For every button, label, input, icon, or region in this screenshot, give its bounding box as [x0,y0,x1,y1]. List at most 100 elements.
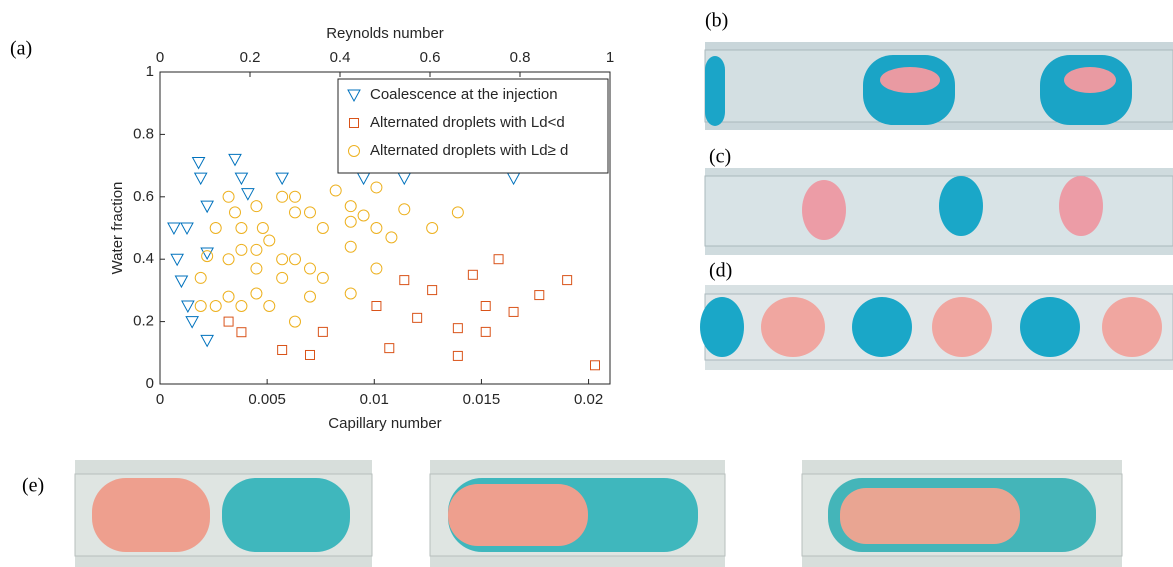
x-tick-label: 0.01 [360,391,389,408]
point [370,181,383,194]
point [426,222,439,234]
x2-tick-label: 1 [606,49,614,66]
point [222,290,235,303]
point [250,262,263,275]
point [304,206,316,219]
point [235,222,248,234]
point [412,312,423,323]
y-tick-label: 0 [146,375,154,392]
x2-tick-label: 0.8 [510,49,531,66]
point [209,300,222,312]
point [534,290,545,301]
point [304,262,316,275]
point [181,300,195,314]
point [235,243,248,256]
point [385,231,398,244]
point [344,200,357,213]
point [289,315,301,328]
point [344,287,357,300]
x2-tick-label: 0.6 [420,49,441,66]
panel-label: (d) [709,260,732,282]
panel-label: (c) [709,146,731,168]
point [562,275,573,286]
y-axis-title: Water fraction [109,182,126,275]
point [329,184,342,197]
point [276,271,289,284]
point [370,262,383,275]
point [356,172,371,186]
point [223,316,234,327]
x-tick-label: 0 [156,391,164,408]
x-axis-title: Capillary number [328,415,441,432]
point [250,200,263,213]
point [229,206,241,219]
legend-marker [347,89,361,103]
point [263,234,276,247]
y-tick-label: 0.6 [133,188,154,205]
point [371,301,382,311]
y-tick-label: 0.8 [133,125,154,142]
point [316,271,329,284]
point [228,153,242,167]
point [194,271,207,284]
photo [429,460,726,567]
y-tick-label: 0.2 [133,313,154,330]
panel-label: (b) [705,10,728,32]
point [344,240,357,253]
point [317,326,328,337]
point [193,172,208,186]
legend-label: Alternated droplets with Ld<d [370,114,565,131]
point [167,222,181,236]
point [263,300,276,312]
point [170,253,184,267]
x2-axis-title: Reynolds number [326,25,444,42]
point [174,275,189,289]
point [277,344,288,355]
point [480,326,491,337]
point [185,316,199,329]
point [305,349,315,360]
point [316,222,329,234]
point [397,172,412,186]
scatter-plot: 0 0.005 0.01 0.015 0.020 0.2 0.4 0.6 0.8 100.20.4… [109,25,614,432]
point [191,156,206,170]
point [304,290,316,303]
point [289,253,301,266]
x2-tick-label: 0.2 [240,49,261,66]
point [250,287,263,300]
point [289,206,301,219]
x2-tick-label: 0.4 [330,49,351,66]
point [467,269,478,280]
photo [801,460,1123,567]
point [250,243,263,256]
point [452,350,463,361]
y-tick-label: 1 [146,63,154,80]
point [275,172,289,186]
point [384,343,395,354]
point [194,300,207,312]
point [357,209,370,222]
point [200,334,214,348]
point [180,222,194,236]
point [427,285,438,296]
photo [704,168,1173,255]
legend-label: Coalescence at the injection [370,86,558,103]
point [480,301,491,311]
point [234,172,249,186]
legend-marker [348,145,360,157]
legend-box [337,78,609,174]
legend-label: Alternated droplets with Ld≥ d [370,142,568,159]
x2-tick-label: 0 [156,49,164,66]
x-tick-label: 0.02 [574,391,603,408]
y-tick-label: 0.4 [133,250,154,267]
point [276,253,289,266]
photo [704,42,1173,130]
point [209,222,222,234]
point [452,323,463,334]
x-tick-label: 0.005 [248,391,286,408]
point [235,300,248,312]
point [370,222,383,234]
photo [700,285,1173,370]
point [241,188,255,201]
